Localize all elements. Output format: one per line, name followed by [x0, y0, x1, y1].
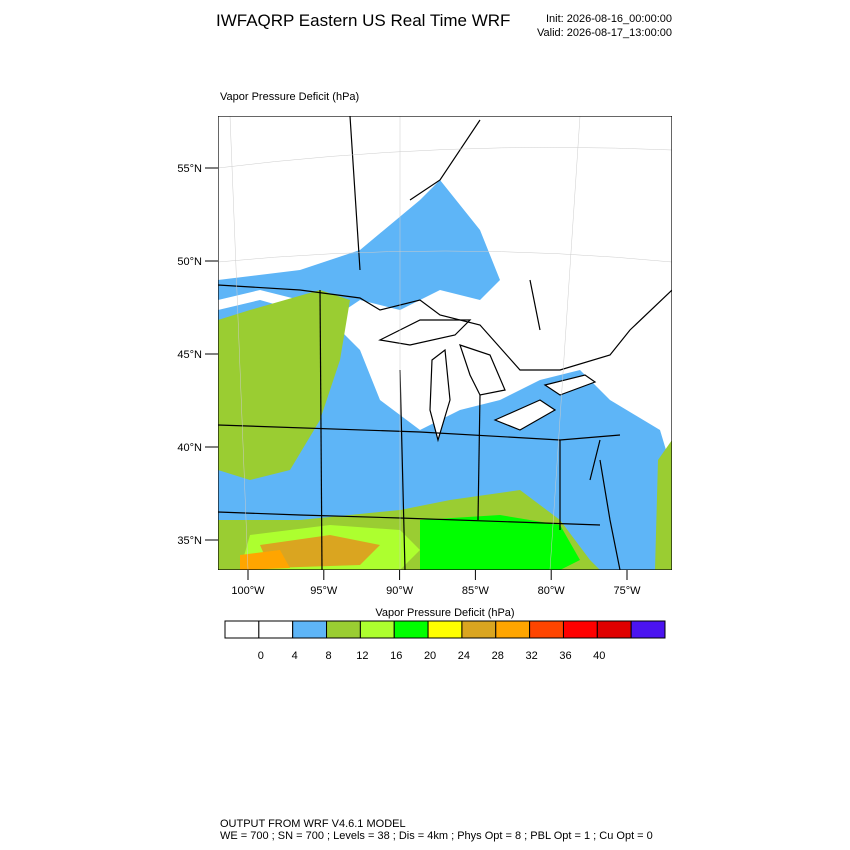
colorbar-box: [224, 620, 260, 639]
lon-label: 95°W: [310, 585, 338, 597]
colorbar-box: [630, 620, 666, 639]
plot-title: Vapor Pressure Deficit (hPa): [220, 91, 359, 103]
colorbar-label: 8: [325, 650, 331, 662]
colorbar-label: 20: [424, 650, 436, 662]
colorbar-label: 28: [492, 650, 504, 662]
map: [218, 116, 672, 570]
colorbar-box: [461, 620, 497, 639]
colorbar-label: 36: [559, 650, 571, 662]
lat-label: 35°N: [177, 535, 202, 547]
colorbar-label: 0: [258, 650, 264, 662]
colorbar-box: [393, 620, 429, 639]
colorbar-box: [326, 620, 361, 639]
lat-label: 55°N: [177, 163, 202, 175]
footer-line: OUTPUT FROM WRF V4.6.1 MODEL: [220, 818, 406, 830]
colorbar-box: [292, 620, 328, 639]
colorbar-label: 24: [458, 650, 470, 662]
colorbar-box: [495, 620, 531, 639]
lon-label: 90°W: [386, 585, 414, 597]
colorbar-label: 12: [356, 650, 368, 662]
lat-label: 40°N: [177, 442, 202, 454]
lon-label: 100°W: [231, 585, 265, 597]
lon-label: 80°W: [538, 585, 566, 597]
colorbar-box: [359, 620, 395, 639]
colorbar-box: [258, 620, 294, 639]
colorbar-label: 40: [593, 650, 605, 662]
colorbar-box: [562, 620, 598, 639]
colorbar-title: Vapor Pressure Deficit (hPa): [375, 607, 514, 619]
colorbar-box: [596, 620, 632, 639]
colorbar-label: 16: [390, 650, 402, 662]
init-time: Init: 2026-08-16_00:00:00: [546, 13, 672, 25]
lat-label: 50°N: [177, 256, 202, 268]
lat-label: 45°N: [177, 349, 202, 361]
colorbar-label: 32: [525, 650, 537, 662]
colorbar-box: [529, 620, 564, 639]
colorbar-label: 4: [292, 650, 298, 662]
lon-label: 85°W: [462, 585, 490, 597]
valid-time: Valid: 2026-08-17_13:00:00: [537, 27, 672, 39]
footer-line: WE = 700 ; SN = 700 ; Levels = 38 ; Dis …: [220, 830, 653, 842]
lon-label: 75°W: [613, 585, 641, 597]
colorbar-box: [427, 620, 463, 639]
title: IWFAQRP Eastern US Real Time WRF: [216, 11, 510, 30]
